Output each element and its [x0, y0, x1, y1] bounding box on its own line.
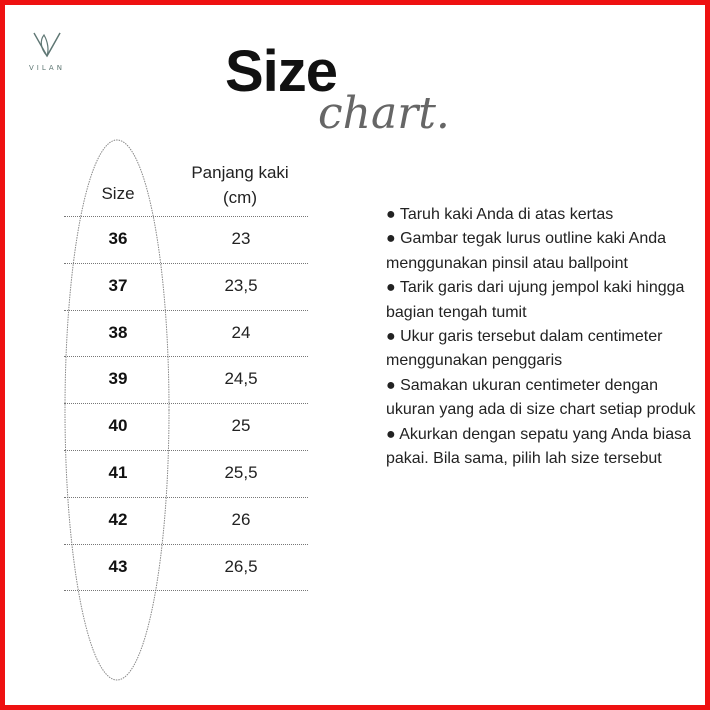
row-divider: [64, 309, 308, 311]
length-cell: 25: [231, 416, 251, 436]
row-divider: [64, 450, 308, 451]
row-divider: [64, 496, 308, 498]
row-divider: [64, 543, 308, 545]
title-size: Size: [225, 39, 338, 104]
row-divider: [64, 590, 308, 592]
row-divider: [64, 216, 308, 217]
row-divider: [64, 356, 308, 358]
header-length-label: Panjang kaki: [191, 163, 289, 182]
row-divider: [64, 403, 308, 405]
size-cell: 43: [108, 556, 128, 576]
length-cell: 25,5: [224, 463, 258, 482]
brand-logo: VILAN: [22, 30, 72, 72]
size-cell: 38: [108, 322, 128, 342]
leaf-v-icon: [33, 32, 61, 58]
instructions-list: ● Taruh kaki Anda di atas kertas ● Gamba…: [386, 203, 706, 471]
length-cell: 26,5: [224, 556, 258, 576]
size-cell: 39: [108, 369, 128, 389]
instruction-item: ● Tarik garis dari ujung jempol kaki hin…: [386, 279, 685, 321]
header-length-unit: (cm): [223, 188, 257, 207]
header-size: Size: [101, 184, 135, 203]
size-cell: 42: [108, 509, 128, 529]
instruction-item: ● Ukur garis tersebut dalam centimeter m…: [386, 328, 663, 370]
brand-name: VILAN: [29, 64, 65, 72]
row-divider: [64, 262, 308, 264]
length-cell: 23: [231, 229, 251, 248]
size-cell: 36: [108, 229, 128, 248]
size-cell: 41: [108, 463, 128, 482]
length-cell: 24: [231, 322, 251, 342]
instruction-item: ● Samakan ukuran centimeter dengan ukura…: [386, 376, 696, 419]
header-length: Panjang kaki (cm): [170, 160, 310, 210]
instruction-item: ● Akurkan dengan sepatu yang Anda biasa …: [386, 425, 692, 468]
length-cell: 24,5: [224, 369, 258, 389]
title-chart: chart.: [318, 88, 450, 139]
instruction-item: ● Gambar tegak lurus outline kaki Anda m…: [386, 230, 667, 272]
instruction-item: ● Taruh kaki Anda di atas kertas: [386, 206, 614, 223]
size-cell: 37: [108, 275, 128, 295]
length-cell: 23,5: [224, 275, 258, 295]
length-cell: 26: [231, 509, 251, 529]
size-cell: 40: [108, 416, 128, 436]
